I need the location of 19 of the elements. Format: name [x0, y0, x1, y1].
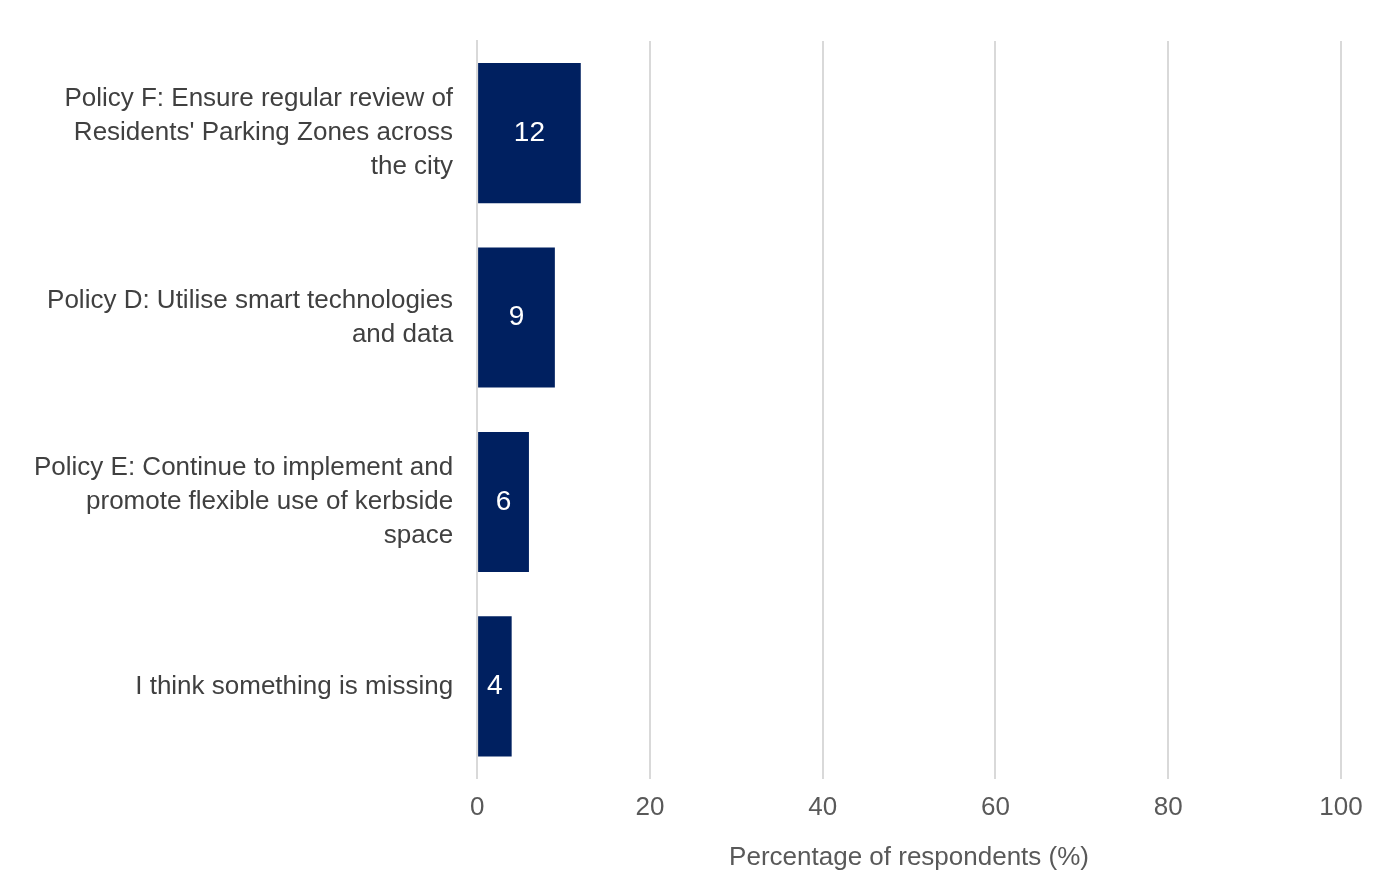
data-label: 4 — [487, 669, 503, 701]
data-label: 6 — [495, 484, 512, 516]
x-tick-label: 20 — [635, 791, 665, 822]
bar — [478, 247, 555, 388]
y-tick-label: Policy D: Utilise smart technologies and data — [47, 283, 454, 348]
data-label: 12 — [513, 115, 546, 147]
y-tick-label: I think something is missing — [135, 669, 454, 700]
x-tick-label: 0 — [469, 791, 485, 822]
bar — [478, 63, 581, 204]
x-tick-label: 60 — [980, 791, 1010, 822]
y-tick-label: Policy E: Continue to implement and promote flexible use of kerbside space — [33, 451, 454, 549]
bar — [478, 431, 529, 573]
x-tick-label: 40 — [808, 791, 838, 822]
data-label: 9 — [508, 300, 525, 332]
x-tick-label: 80 — [1153, 791, 1183, 822]
x-tick-label: 100 — [1319, 791, 1363, 822]
x-axis-title: Percentage of respondents (%) — [729, 840, 1089, 871]
bar — [478, 616, 512, 757]
y-tick-label: Policy F: Ensure regular review of Residents' Parking Zones across the city — [64, 82, 454, 181]
